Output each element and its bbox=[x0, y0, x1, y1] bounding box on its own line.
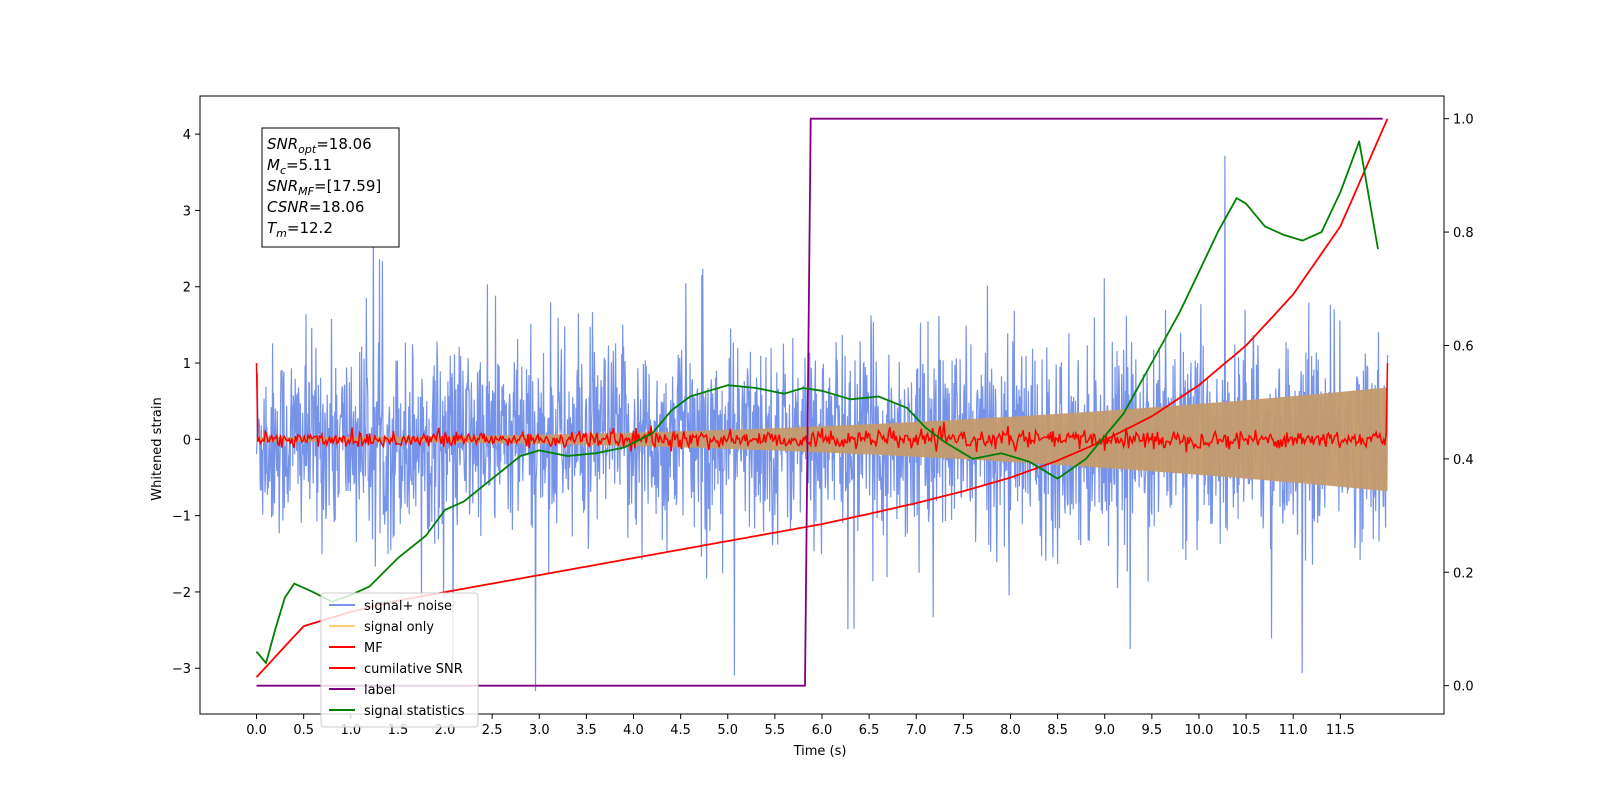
x-tick-label: 6.5 bbox=[859, 723, 880, 738]
y2-tick-label: 0.0 bbox=[1453, 680, 1474, 695]
x-tick-label: 5.0 bbox=[717, 723, 738, 738]
legend: signal+ noise signal only MF cumilative SNR… bbox=[320, 592, 479, 728]
series-signal-only bbox=[256, 387, 1388, 492]
y-tick-label: 4 bbox=[183, 128, 191, 143]
y-axis-label: Whitened strain bbox=[150, 397, 165, 500]
y2-tick-label: 1.0 bbox=[1453, 113, 1474, 128]
x-tick-label: 10.5 bbox=[1232, 723, 1261, 738]
y-tick-label: 1 bbox=[183, 357, 191, 372]
series-cumilative-snr bbox=[255, 118, 1389, 678]
annotation-line: CSNR=18.06 bbox=[267, 198, 364, 216]
legend-label: cumilative SNR bbox=[364, 662, 463, 677]
y-tick-label: 3 bbox=[183, 204, 191, 219]
y-tick-label: 2 bbox=[183, 281, 191, 296]
x-tick-label: 5.5 bbox=[765, 723, 786, 738]
y-tick-label: −3 bbox=[172, 662, 191, 677]
x-tick-label: 0.5 bbox=[293, 723, 314, 738]
legend-label: label bbox=[364, 683, 395, 698]
x-tick-label: 11.5 bbox=[1326, 723, 1355, 738]
x-tick-label: 3.5 bbox=[576, 723, 597, 738]
annotation-line: SNRMF=[17.59] bbox=[267, 177, 381, 198]
annotation-line: Mc=5.11 bbox=[267, 156, 332, 177]
legend-label: signal+ noise bbox=[364, 599, 452, 614]
legend-frame bbox=[320, 592, 479, 728]
x-tick-label: 4.0 bbox=[623, 723, 644, 738]
x-tick-label: 11.0 bbox=[1279, 723, 1308, 738]
x-tick-label: 9.5 bbox=[1142, 723, 1163, 738]
metrics-annotation-box: SNRopt=18.06Mc=5.11SNRMF=[17.59]CSNR=18.… bbox=[261, 127, 400, 248]
x-axis-label: Time (s) bbox=[793, 744, 847, 759]
legend-label: signal only bbox=[364, 620, 434, 635]
annotation-line: SNRopt=18.06 bbox=[267, 135, 372, 156]
x-tick-label: 3.0 bbox=[529, 723, 550, 738]
y-tick-label: −1 bbox=[172, 510, 191, 525]
x-tick-label: 0.0 bbox=[246, 723, 267, 738]
annotation-frame bbox=[261, 127, 400, 248]
x-tick-label: 7.5 bbox=[953, 723, 974, 738]
series-label bbox=[256, 117, 1383, 687]
series-signal-statistics bbox=[255, 140, 1379, 664]
y2-tick-label: 0.4 bbox=[1453, 453, 1474, 468]
x-tick-label: 4.5 bbox=[670, 723, 691, 738]
series-mf bbox=[255, 362, 1389, 453]
annotation-line: Tm=12.2 bbox=[267, 219, 333, 240]
y2-tick-label: 0.2 bbox=[1453, 566, 1474, 581]
x-tick-label: 2.5 bbox=[482, 723, 503, 738]
legend-label: signal statistics bbox=[364, 704, 465, 719]
x-tick-label: 7.0 bbox=[906, 723, 927, 738]
plot-area bbox=[255, 117, 1389, 692]
x-tick-label: 10.0 bbox=[1184, 723, 1213, 738]
x-tick-label: 9.0 bbox=[1094, 723, 1115, 738]
y2-tick-label: 0.8 bbox=[1453, 226, 1474, 241]
x-tick-label: 8.5 bbox=[1047, 723, 1068, 738]
y-tick-label: 0 bbox=[183, 433, 191, 448]
x-tick-label: 6.0 bbox=[812, 723, 833, 738]
y-tick-label: −2 bbox=[172, 586, 191, 601]
x-tick-label: 8.0 bbox=[1000, 723, 1021, 738]
legend-label: MF bbox=[364, 641, 383, 656]
y2-tick-label: 0.6 bbox=[1453, 339, 1474, 354]
